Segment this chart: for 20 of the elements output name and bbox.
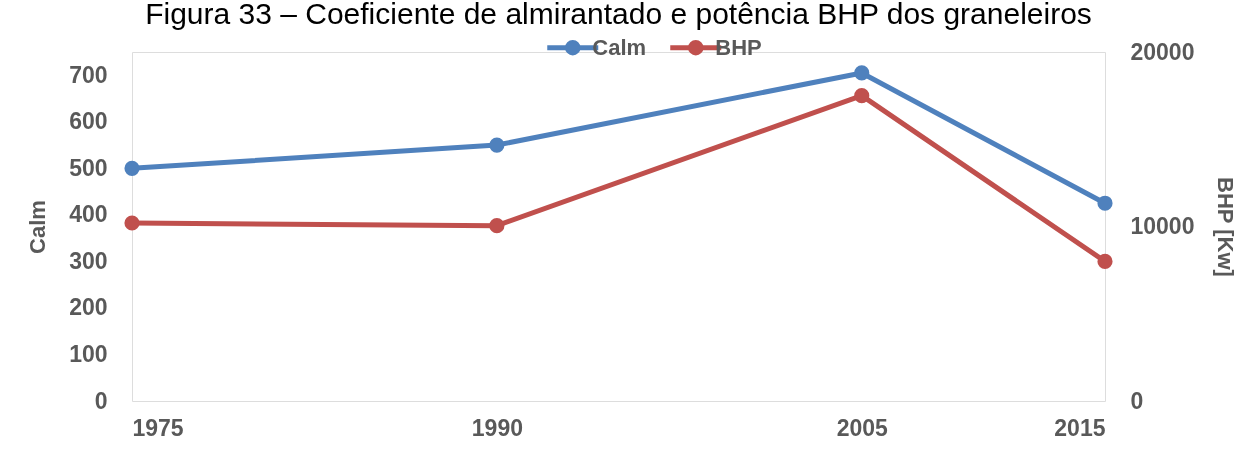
chart-title: Figura 33 – Coeficiente de almirantado e potência BHP dos graneleiros [145, 0, 1092, 30]
y2-tick-label: 10000 [1130, 213, 1195, 239]
x-tick-label: 2005 [836, 414, 889, 441]
y2-axis-title: BHP [Kw] [1213, 177, 1239, 277]
y-tick-label: 500 [69, 154, 108, 181]
y-tick-label: 700 [69, 61, 108, 88]
y-tick-label: 200 [69, 294, 108, 321]
y-tick-label: 600 [69, 108, 108, 135]
y2-tick-label: 0 [1130, 387, 1144, 414]
x-tick-label: 1975 [132, 414, 184, 441]
x-tick-label: 2015 [1054, 414, 1106, 441]
y-axis-title: Calm [25, 200, 51, 254]
y-tick-label: 0 [94, 387, 108, 414]
x-tick-label: 1990 [471, 414, 523, 441]
y2-tick-label: 20000 [1130, 38, 1195, 65]
y-tick-label: 400 [69, 201, 108, 228]
y-tick-label: 300 [69, 247, 108, 274]
y-tick-label: 100 [69, 340, 108, 367]
legend-label: Calm [592, 34, 647, 60]
legend-label: BHP [715, 34, 762, 60]
